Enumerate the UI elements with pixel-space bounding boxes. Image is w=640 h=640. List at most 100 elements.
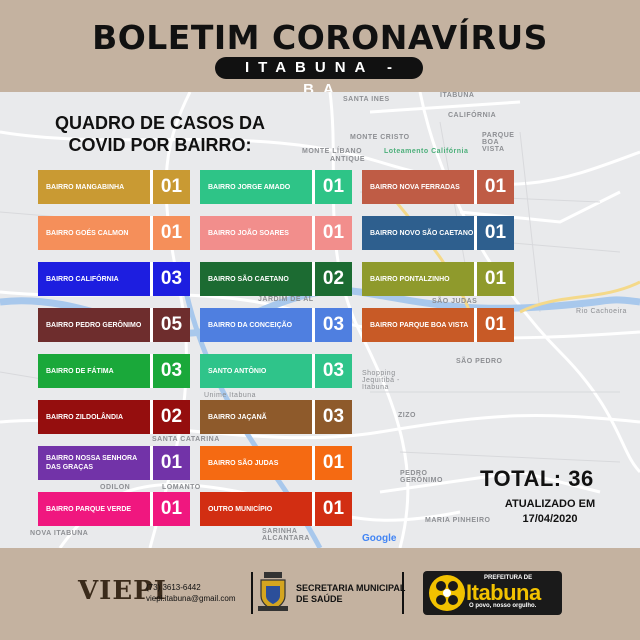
case-card-label: BAIRRO PONTALZINHO xyxy=(370,275,450,283)
case-card-count: 01 xyxy=(484,314,507,335)
map-label-parque-boa-vista: PARQUE BOA VISTA xyxy=(482,132,515,153)
map-label-maria-pinheiro: MARIA PINHEIRO xyxy=(425,517,491,524)
case-card: BAIRRO GOÉS CALMON 01 xyxy=(38,216,190,250)
map-label-unime: Unime Itabuna xyxy=(204,392,257,399)
case-card: BAIRRO PEDRO GERÔNIMO 05 xyxy=(38,308,190,342)
map-label-jardim: JARDIM DE AL xyxy=(258,296,314,303)
page-title: BOLETIM CORONAVÍRUS xyxy=(92,18,548,57)
map-label-odilon: ODILON xyxy=(100,484,131,491)
case-card-count: 01 xyxy=(322,498,345,519)
case-card-count: 01 xyxy=(160,176,183,197)
secretaria-label: SECRETARIA MUNICIPAL DE SAÚDE xyxy=(296,583,405,605)
case-card: BAIRRO NOVO SÃO CAETANO 01 xyxy=(362,216,514,250)
updated-value: 17/04/2020 xyxy=(522,513,578,525)
case-card: BAIRRO DA CONCEIÇÃO 03 xyxy=(200,308,352,342)
case-card-label: BAIRRO NOVA FERRADAS xyxy=(370,183,460,191)
map-label-pedro-geronimo: PEDRO GERÔNIMO xyxy=(400,470,443,484)
case-card-label: BAIRRO SÃO JUDAS xyxy=(208,459,279,467)
secretaria-line2: DE SAÚDE xyxy=(296,594,343,604)
divider xyxy=(251,572,253,614)
case-card-count: 01 xyxy=(484,222,507,243)
contact-phone: (73) 3613-6442 xyxy=(146,583,201,592)
case-card-label: BAIRRO PARQUE BOA VISTA xyxy=(370,321,469,329)
case-card-count: 01 xyxy=(160,222,183,243)
case-card-label: BAIRRO PARQUE VERDE xyxy=(46,505,132,513)
map-label-california: CALIFÓRNIA xyxy=(448,112,497,119)
map-label-zizo: ZIZO xyxy=(398,412,416,419)
total-cases: TOTAL: 36 xyxy=(480,466,594,491)
prefeitura-emblem-icon xyxy=(429,575,465,611)
case-card-count: 01 xyxy=(322,222,345,243)
divider xyxy=(402,572,404,614)
case-card: BAIRRO ZILDOLÂNDIA 02 xyxy=(38,400,190,434)
case-card: BAIRRO NOSSA SENHORA DAS GRAÇAS 01 xyxy=(38,446,190,480)
case-card: BAIRRO JORGE AMADO 01 xyxy=(200,170,352,204)
map-label-loteamento: Loteamento Califórnia xyxy=(384,148,469,155)
updated-date: ATUALIZADO EM 17/04/2020 xyxy=(486,497,614,527)
map-label-monte-cristo: MONTE CRISTO xyxy=(350,134,410,141)
case-card: BAIRRO NOVA FERRADAS 01 xyxy=(362,170,514,204)
case-card-label: BAIRRO JAÇANÃ xyxy=(208,413,267,421)
google-logo: Google xyxy=(362,533,397,544)
case-card-label: BAIRRO JOÃO SOARES xyxy=(208,229,289,237)
header-band: BOLETIM CORONAVÍRUS ITABUNA - BA xyxy=(0,0,640,98)
map-label-sao-judas: SÃO JUDAS xyxy=(432,298,478,305)
case-card: OUTRO MUNICÍPIO 01 xyxy=(200,492,352,526)
case-card-label: BAIRRO SÃO CAETANO xyxy=(208,275,289,283)
case-card-count: 02 xyxy=(160,406,183,427)
case-card-label: BAIRRO JORGE AMADO xyxy=(208,183,291,191)
case-card-count: 01 xyxy=(484,176,507,197)
case-card: BAIRRO JOÃO SOARES 01 xyxy=(200,216,352,250)
case-card-count: 01 xyxy=(160,498,183,519)
map-label-monte-libano: MONTE LÍBANO xyxy=(302,148,363,155)
map-label-shopping: Shopping Jequitibá - Itabuna xyxy=(362,370,400,391)
map-label-antique: ANTIQUE xyxy=(330,156,365,163)
case-card-label: OUTRO MUNICÍPIO xyxy=(208,505,273,513)
map-label-nova-itabuna: NOVA ITABUNA xyxy=(30,530,89,537)
map-label-santa-catarina: SANTA CATARINA xyxy=(152,436,220,443)
case-card-label: BAIRRO NOVO SÃO CAETANO xyxy=(370,229,474,237)
case-card: BAIRRO JAÇANÃ 03 xyxy=(200,400,352,434)
case-card: BAIRRO DE FÁTIMA 03 xyxy=(38,354,190,388)
case-card-count: 01 xyxy=(322,452,345,473)
case-card-label: BAIRRO ZILDOLÂNDIA xyxy=(46,413,123,421)
case-card: BAIRRO PARQUE VERDE 01 xyxy=(38,492,190,526)
case-card-count: 02 xyxy=(322,268,345,289)
case-card-label: BAIRRO MANGABINHA xyxy=(46,183,125,191)
case-card-label: BAIRRO DA CONCEIÇÃO xyxy=(208,321,293,329)
case-card-count: 03 xyxy=(322,406,345,427)
cases-heading-line2: COVID POR BAIRRO: xyxy=(68,135,252,155)
case-card: BAIRRO CALIFÓRNIA 03 xyxy=(38,262,190,296)
case-card: BAIRRO PARQUE BOA VISTA 01 xyxy=(362,308,514,342)
map-label-itabuna: ITABUNA xyxy=(440,92,475,99)
contact-info: (73) 3613-6442 viepi.itabuna@gmail.com xyxy=(146,582,236,604)
map-label-santa-ines: SANTA INES xyxy=(343,96,390,103)
case-card-label: BAIRRO PEDRO GERÔNIMO xyxy=(46,321,142,329)
case-card-label: BAIRRO NOSSA SENHORA DAS GRAÇAS xyxy=(46,455,137,471)
case-card-label: SANTO ANTÔNIO xyxy=(208,367,267,375)
case-card-count: 05 xyxy=(160,314,183,335)
cases-heading-line1: QUADRO DE CASOS DA xyxy=(54,113,265,133)
map-label-rio-cachoeira: Rio Cachoeira xyxy=(576,308,627,315)
crest-icon xyxy=(258,572,288,611)
contact-email: viepi.itabuna@gmail.com xyxy=(146,594,236,603)
case-card-count: 03 xyxy=(322,360,345,381)
case-card-label: BAIRRO CALIFÓRNIA xyxy=(46,275,119,283)
case-card: SANTO ANTÔNIO 03 xyxy=(200,354,352,388)
case-card-count: 01 xyxy=(322,176,345,197)
prefeitura-label: PREFEITURA DE xyxy=(484,575,533,581)
case-card-label: BAIRRO DE FÁTIMA xyxy=(46,367,114,375)
case-card: BAIRRO SÃO JUDAS 01 xyxy=(200,446,352,480)
map-label-sarinha: SARINHA ALCANTARA xyxy=(262,528,310,542)
case-card: BAIRRO SÃO CAETANO 02 xyxy=(200,262,352,296)
cases-heading: QUADRO DE CASOS DA COVID POR BAIRRO: xyxy=(44,112,276,156)
case-card-count: 01 xyxy=(484,268,507,289)
case-card: BAIRRO MANGABINHA 01 xyxy=(38,170,190,204)
case-card-count: 03 xyxy=(160,360,183,381)
case-card-count: 03 xyxy=(322,314,345,335)
case-card-count: 03 xyxy=(160,268,183,289)
updated-label: ATUALIZADO EM xyxy=(504,498,596,510)
prefeitura-slogan: O povo, nosso orgulho. xyxy=(469,603,537,609)
case-card-count: 01 xyxy=(160,452,183,473)
secretaria-line1: SECRETARIA MUNICIPAL xyxy=(296,583,406,593)
